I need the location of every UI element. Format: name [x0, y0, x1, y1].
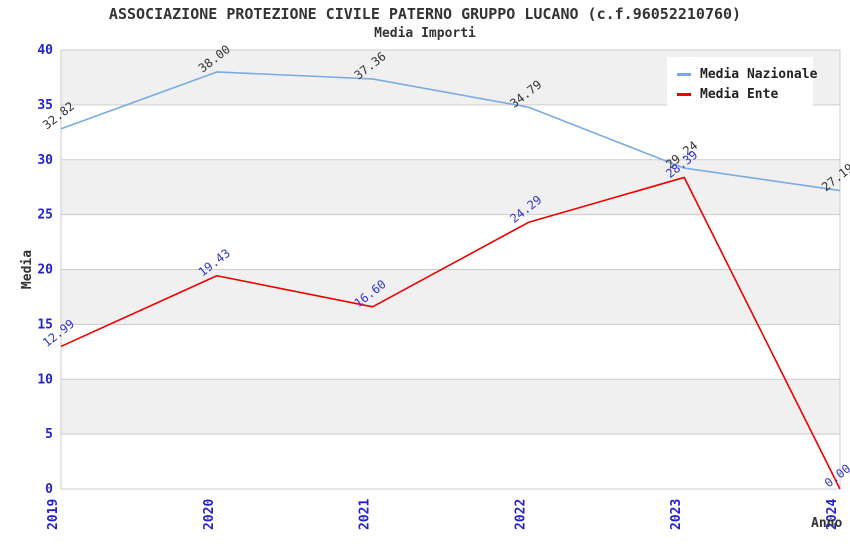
legend-item-media-ente: Media Ente [677, 84, 813, 104]
chart-subtitle: Media Importi [374, 26, 476, 41]
y-tick-label: 5 [45, 427, 53, 442]
chart-title: ASSOCIAZIONE PROTEZIONE CIVILE PATERNO G… [108, 5, 742, 23]
y-tick-label: 30 [37, 153, 53, 168]
y-tick-label: 25 [37, 208, 53, 223]
grid-band [61, 159, 840, 215]
legend-label: Media Nazionale [700, 66, 818, 82]
grid-band [61, 324, 840, 380]
x-tick-label: 2023 [669, 499, 684, 530]
y-tick-label: 35 [37, 98, 53, 113]
plot-border [60, 49, 841, 490]
legend: Media Nazionale Media Ente [667, 57, 817, 111]
legend-label: Media Ente [700, 86, 779, 102]
series-line-media-ente [60, 176, 841, 490]
grid-band [61, 214, 840, 270]
x-tick-label: 2020 [202, 499, 217, 530]
y-tick-label: 20 [37, 263, 53, 278]
y-axis-title: Media [20, 250, 35, 289]
x-tick-label: 2019 [46, 499, 61, 530]
legend-item-media-nazionale: Media Nazionale [677, 64, 817, 84]
series-line-media-nazionale [60, 71, 841, 192]
y-tick-label: 15 [37, 317, 53, 332]
legend-line-icon [677, 92, 691, 96]
y-tick-label: 10 [37, 372, 53, 387]
grid-band [61, 434, 840, 489]
y-tick-label: 0 [45, 482, 53, 497]
grid-band [61, 104, 840, 160]
x-tick-label: 2024 [825, 499, 840, 530]
x-axis-title: Anno [811, 516, 842, 531]
y-tick-label: 40 [37, 43, 53, 58]
grid-band [61, 379, 840, 435]
x-tick-label: 2021 [358, 499, 373, 530]
x-tick-label: 2022 [513, 499, 528, 530]
legend-line-icon [677, 72, 691, 76]
grid-band [61, 269, 840, 325]
